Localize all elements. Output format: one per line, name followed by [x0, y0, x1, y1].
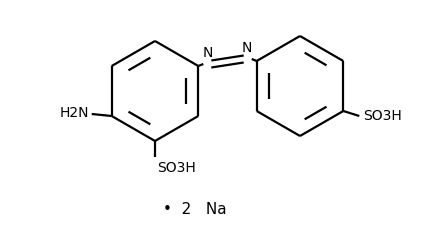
Text: H2N: H2N	[59, 106, 89, 120]
Text: N: N	[241, 41, 252, 55]
Text: N: N	[203, 46, 213, 60]
Text: SO3H: SO3H	[157, 161, 196, 175]
Text: SO3H: SO3H	[363, 109, 402, 123]
Text: •  2   Na: • 2 Na	[163, 201, 227, 216]
